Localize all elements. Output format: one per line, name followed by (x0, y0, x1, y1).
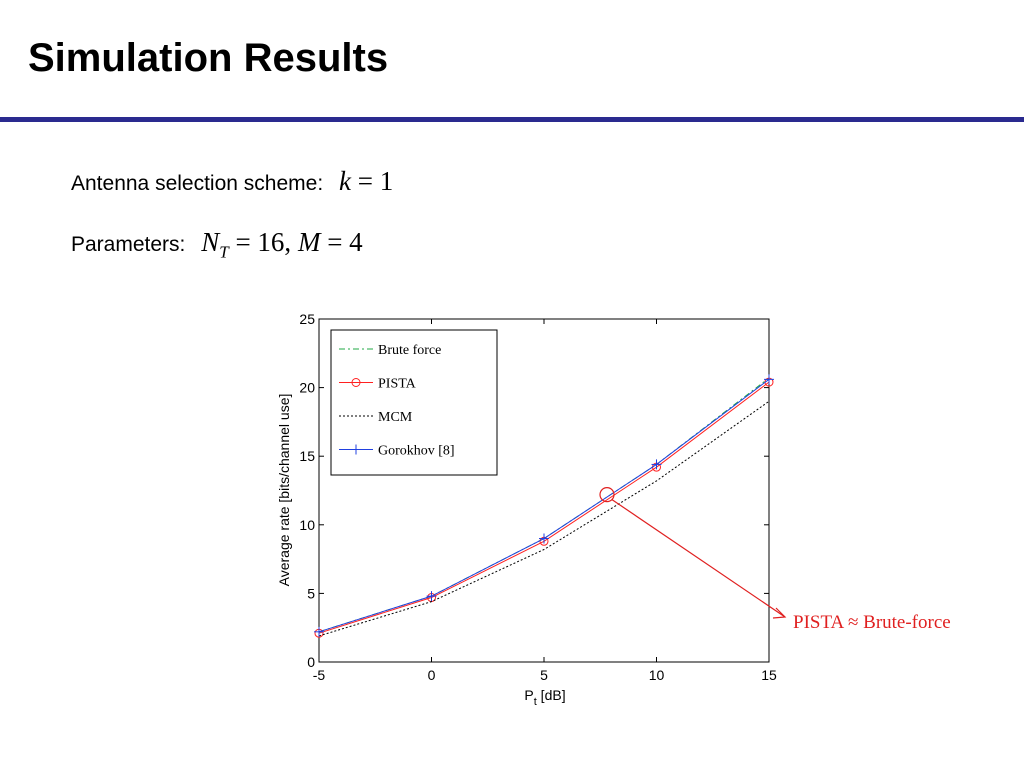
y-tick-label: 5 (307, 585, 315, 601)
x-tick-label: 15 (761, 667, 777, 683)
math-mid: = 16, (228, 227, 298, 257)
legend-label-pista: PISTA (378, 377, 417, 392)
point-gorokhov-8 (651, 459, 662, 470)
x-tick-label: -5 (313, 667, 326, 683)
math-rest-k: = 1 (350, 166, 394, 196)
parameters-line: Parameters: NT = 16, M = 4 (71, 227, 363, 262)
legend: Brute force PISTA MCM Gorokhov [8] (330, 329, 498, 476)
x-axis-label: Pt [dB] (524, 687, 565, 708)
legend-label-mcm: MCM (378, 410, 413, 425)
math-var-n: N (201, 227, 220, 257)
annotation-label: PISTA ≈ Brute-force (793, 612, 951, 633)
y-tick-label: 20 (299, 380, 315, 396)
x-tick-label: 0 (428, 667, 436, 683)
math-sub-t: T (219, 242, 229, 262)
x-tick-label: 10 (649, 667, 665, 683)
x-tick-label: 5 (540, 667, 548, 683)
math-var-m: M (297, 227, 321, 257)
series-line-mcm (318, 400, 770, 637)
point-gorokhov-8 (314, 626, 324, 637)
annotation-circle (599, 487, 615, 503)
legend-marker (351, 378, 361, 387)
x-axis-label-sub: t (534, 696, 537, 708)
y-tick-label: 25 (299, 311, 315, 327)
legend-label-gorokhov-8: Gorokhov [8] (378, 444, 455, 459)
y-axis-label: Average rate [bits/channel use] (276, 394, 292, 587)
math-rest-m: = 4 (320, 227, 363, 257)
y-tick-label: 10 (299, 517, 315, 533)
point-gorokhov-8 (539, 533, 549, 544)
annotation-arrowhead (772, 607, 787, 619)
parameters-label: Parameters: (71, 233, 186, 256)
parameters-math: NT = 16, M = 4 (201, 227, 363, 261)
x-axis-label-unit: [dB] (537, 687, 566, 703)
y-tick-label: 15 (299, 448, 315, 464)
slide-title: Simulation Results (28, 36, 389, 80)
point-gorokhov-8 (764, 374, 774, 385)
annotation-arrow (611, 499, 786, 618)
antenna-scheme-math: k = 1 (339, 166, 393, 196)
annotation: PISTA ≈ Brute-force (599, 487, 951, 633)
y-tick-label: 0 (307, 654, 315, 670)
title-divider (0, 117, 1024, 122)
series-group (314, 374, 774, 638)
point-gorokhov-8 (426, 591, 437, 602)
x-axis-label-main: P (524, 687, 533, 703)
math-var-k: k (339, 166, 351, 196)
antenna-scheme-label: Antenna selection scheme: (71, 172, 324, 195)
legend-label-brute-force: Brute force (378, 343, 441, 358)
legend-box (330, 329, 498, 476)
antenna-scheme-line: Antenna selection scheme: k = 1 (71, 166, 393, 197)
